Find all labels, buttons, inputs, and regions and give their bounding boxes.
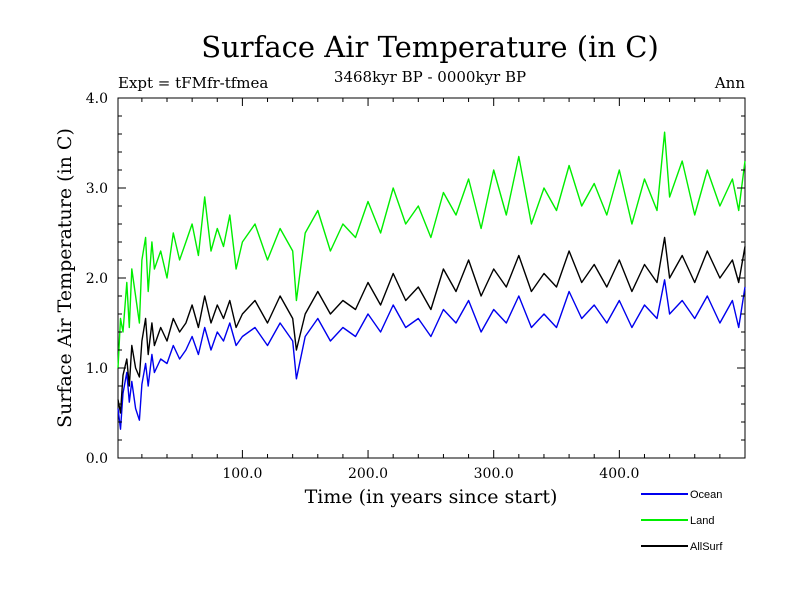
legend: Ocean Land AllSurf (641, 489, 723, 553)
chart-subtitle: 3468kyr BP - 0000kyr BP (334, 68, 526, 86)
x-tick-label: 300.0 (474, 466, 514, 482)
y-axis-label: Surface Air Temperature (in C) (54, 128, 76, 428)
y-tick-label: 4.0 (86, 91, 108, 107)
y-axis-ticks: 0.0 1.0 2.0 3.0 4.0 (86, 91, 745, 467)
x-axis-label: Time (in years since start) (305, 486, 558, 508)
season-label: Ann (714, 74, 745, 92)
x-axis-ticks: 100.0 200.0 300.0 400.0 (141, 98, 721, 482)
series-line-allsurf (117, 236, 746, 414)
legend-label-land: Land (690, 515, 714, 527)
series-lines (117, 131, 746, 430)
x-tick-label: 100.0 (222, 466, 262, 482)
legend-label-allsurf: AllSurf (690, 541, 723, 553)
chart-title: Surface Air Temperature (in C) (201, 30, 659, 64)
x-tick-label: 200.0 (348, 466, 388, 482)
y-tick-label: 0.0 (86, 451, 108, 467)
y-tick-label: 3.0 (86, 181, 108, 197)
series-line-ocean (117, 279, 746, 430)
plot-frame (117, 97, 746, 459)
x-tick-label: 400.0 (599, 466, 639, 482)
y-tick-label: 1.0 (86, 361, 108, 377)
y-tick-label: 2.0 (86, 271, 108, 287)
series-line-land (117, 131, 746, 369)
experiment-label: Expt = tFMfr-tfmea (118, 74, 268, 92)
legend-label-ocean: Ocean (690, 489, 722, 501)
